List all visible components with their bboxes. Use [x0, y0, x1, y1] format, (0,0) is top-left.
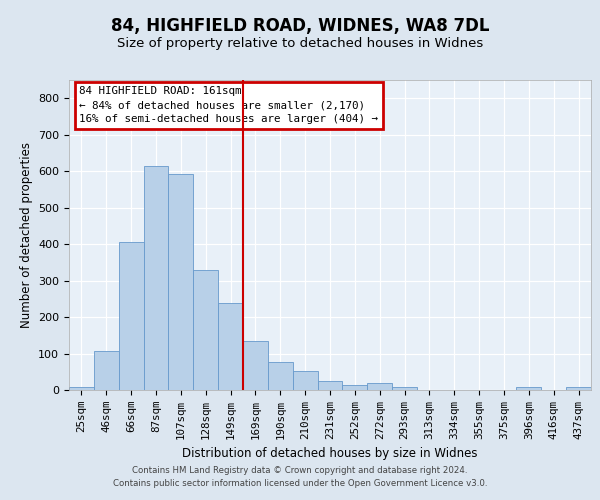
Bar [293, 370, 317, 390]
Text: Contains HM Land Registry data © Crown copyright and database right 2024.
Contai: Contains HM Land Registry data © Crown c… [113, 466, 487, 487]
Bar [343, 385, 367, 390]
Text: 84, HIGHFIELD ROAD, WIDNES, WA8 7DL: 84, HIGHFIELD ROAD, WIDNES, WA8 7DL [111, 18, 489, 36]
Bar [119, 242, 143, 390]
X-axis label: Distribution of detached houses by size in Widnes: Distribution of detached houses by size … [182, 447, 478, 460]
Text: 84 HIGHFIELD ROAD: 161sqm
← 84% of detached houses are smaller (2,170)
16% of se: 84 HIGHFIELD ROAD: 161sqm ← 84% of detac… [79, 86, 379, 124]
Bar [218, 303, 243, 390]
Text: Size of property relative to detached houses in Widnes: Size of property relative to detached ho… [117, 38, 483, 51]
Bar [94, 351, 119, 390]
Bar [392, 387, 417, 390]
Bar [169, 174, 193, 390]
Y-axis label: Number of detached properties: Number of detached properties [20, 142, 32, 328]
Bar [243, 341, 268, 390]
Bar [69, 388, 94, 390]
Bar [268, 362, 293, 390]
Bar [143, 166, 169, 390]
Bar [367, 384, 392, 390]
Bar [566, 387, 591, 390]
Bar [317, 381, 343, 390]
Bar [517, 387, 541, 390]
Bar [193, 270, 218, 390]
